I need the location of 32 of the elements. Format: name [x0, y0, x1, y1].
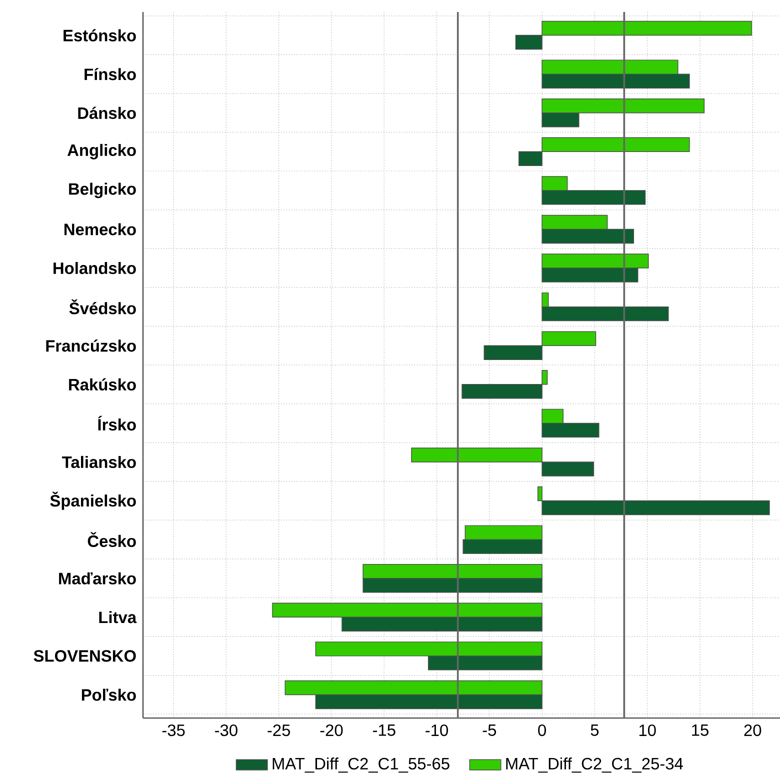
y-tick-label: Poľsko	[82, 688, 136, 701]
x-tick-label: -35	[162, 724, 185, 736]
y-tick-label: Litva	[99, 611, 137, 624]
y-tick-label: Anglicko	[67, 144, 136, 160]
y-tick-label: Francúzsko	[46, 339, 136, 352]
y-tick-label: Rakúsko	[69, 378, 136, 391]
y-tick-label: Nemecko	[64, 223, 136, 236]
y-tick-label: Belgicko	[69, 182, 136, 198]
x-tick-label: 15	[692, 724, 708, 736]
x-tick-label: -25	[268, 724, 290, 736]
y-tick-label: Estónsko	[64, 29, 136, 42]
y-tick-label: Fínsko	[84, 68, 136, 80]
y-tick-label: Česko	[88, 532, 136, 548]
y-tick-label: SLOVENSKO	[34, 650, 136, 662]
x-tick-label: -20	[320, 724, 343, 736]
x-tick-label: 5	[590, 724, 599, 736]
x-tick-label: 0	[538, 724, 546, 736]
y-tick-label: Švédsko	[69, 299, 136, 314]
x-tick-label: -10	[426, 724, 448, 736]
x-tick-label: 10	[639, 724, 656, 736]
y-tick-label: Holandsko	[54, 262, 136, 274]
x-tick-label: -15	[372, 724, 396, 736]
x-tick-label: 20	[744, 724, 762, 736]
legend-label: MAT_Diff_C2_C1_55-65	[272, 757, 450, 773]
y-tick-label: Dánsko	[78, 106, 136, 119]
y-tick-label: Španielsko	[50, 492, 136, 510]
legend-label: MAT_Diff_C2_C1_25-34	[506, 757, 683, 773]
y-tick-label: Taliansko	[62, 456, 136, 468]
x-tick-label: -5	[482, 724, 496, 736]
y-tick-label: Maďarsko	[59, 572, 136, 584]
x-tick-label: -30	[215, 724, 238, 736]
y-tick-label: Írsko	[98, 416, 136, 431]
